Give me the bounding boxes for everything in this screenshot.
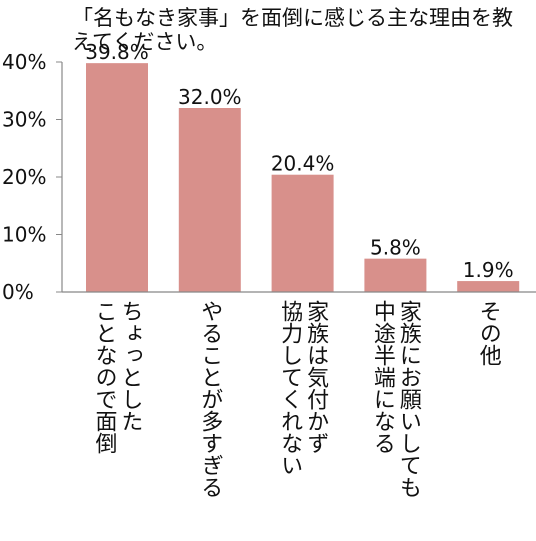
y-tick-label-0: 0%	[2, 280, 34, 304]
bar-1	[178, 108, 241, 292]
y-tick-label-4: 40%	[2, 50, 46, 74]
bar-3	[364, 258, 427, 292]
category-label-1-0: やることが多すぎる	[197, 300, 222, 498]
bar-0	[86, 63, 148, 293]
category-label-4-0: その他	[476, 300, 502, 366]
bar-2	[271, 174, 334, 292]
bar-4	[457, 281, 520, 292]
y-tick-label-1: 10%	[2, 223, 46, 247]
category-label-2-0: 家族は気付かず	[303, 300, 329, 454]
category-label-2-1: 協力してくれない	[277, 300, 303, 476]
data-label-0: 39.8%	[85, 40, 149, 64]
category-label-3-0: 家族にお願いしても	[396, 300, 422, 498]
chart-title: 「名もなき家事」を面倒に感じる主な理由を教えてください。	[72, 6, 513, 54]
data-label-3: 5.8%	[370, 236, 421, 260]
data-label-2: 20.4%	[271, 152, 335, 176]
y-tick-label-3: 30%	[2, 108, 46, 132]
category-label-0-0: ちょっとした	[118, 300, 143, 432]
data-label-4: 1.9%	[463, 258, 514, 282]
category-label-3-1: 中途半端になる	[370, 300, 396, 454]
category-label-0-1: ことなので面倒	[92, 300, 118, 454]
data-label-1: 32.0%	[178, 85, 242, 109]
y-tick-label-2: 20%	[2, 165, 46, 189]
